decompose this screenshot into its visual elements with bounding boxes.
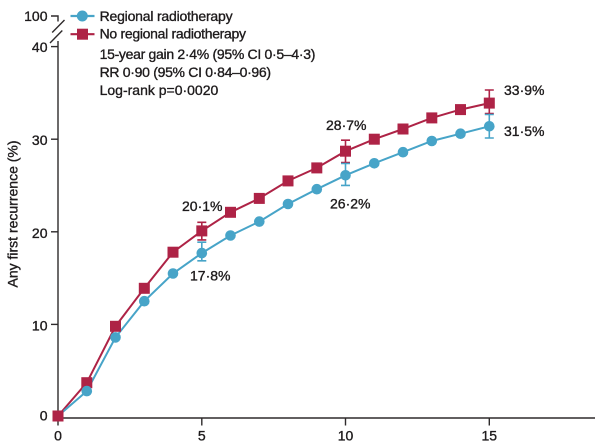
svg-text:No regional radiotherapy: No regional radiotherapy — [100, 26, 246, 42]
svg-text:Regional radiotherapy: Regional radiotherapy — [100, 8, 233, 24]
svg-text:5: 5 — [198, 428, 206, 444]
svg-text:28·7%: 28·7% — [326, 117, 366, 133]
svg-text:30: 30 — [32, 132, 48, 148]
svg-text:15: 15 — [482, 428, 498, 444]
svg-text:33·9%: 33·9% — [504, 82, 544, 98]
svg-text:10: 10 — [338, 428, 354, 444]
svg-text:10: 10 — [32, 317, 48, 333]
svg-text:0: 0 — [40, 408, 48, 424]
svg-text:26·2%: 26·2% — [330, 196, 370, 212]
svg-text:15-year gain 2·4% (95% CI 0·5–: 15-year gain 2·4% (95% CI 0·5–4·3) — [100, 46, 315, 62]
svg-text:31·5%: 31·5% — [504, 123, 544, 139]
svg-text:20: 20 — [32, 225, 48, 241]
svg-text:100: 100 — [24, 8, 48, 24]
svg-text:17·8%: 17·8% — [190, 267, 230, 283]
svg-text:20·1%: 20·1% — [182, 198, 222, 214]
svg-text:Any first recurrence (%): Any first recurrence (%) — [5, 140, 21, 287]
svg-text:40: 40 — [32, 39, 48, 55]
svg-text:0: 0 — [54, 428, 62, 444]
svg-text:RR 0·90 (95% CI 0·84–0·96): RR 0·90 (95% CI 0·84–0·96) — [100, 64, 271, 80]
svg-text:Log-rank p=0·0020: Log-rank p=0·0020 — [100, 82, 219, 98]
